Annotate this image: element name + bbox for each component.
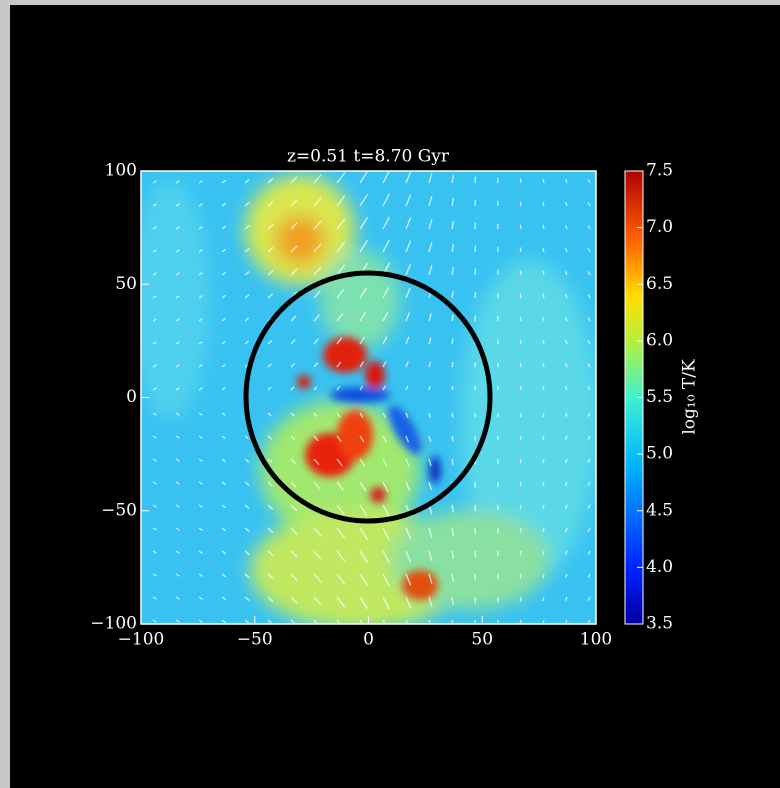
velocity-arrow bbox=[520, 294, 521, 298]
x-tick-label: 0 bbox=[363, 630, 374, 650]
velocity-arrow bbox=[520, 363, 521, 367]
colorbar-tick-label: 4.0 bbox=[646, 557, 673, 577]
velocity-arrow bbox=[520, 340, 521, 344]
velocity-arrow bbox=[520, 413, 521, 417]
colorbar-tick-label: 7.0 bbox=[646, 217, 673, 237]
velocity-arrow bbox=[520, 271, 521, 275]
velocity-arrow bbox=[520, 317, 521, 321]
colorbar-tick-label: 6.0 bbox=[646, 330, 673, 350]
velocity-arrow bbox=[452, 362, 453, 367]
y-tick-label: 0 bbox=[126, 387, 137, 407]
velocity-arrow bbox=[520, 459, 521, 463]
velocity-arrow bbox=[452, 386, 453, 390]
velocity-arrow bbox=[520, 386, 521, 390]
y-tick-label: −100 bbox=[90, 614, 137, 634]
colorbar-tick-label: 3.5 bbox=[646, 614, 673, 634]
velocity-arrow bbox=[520, 225, 521, 229]
velocity-arrow bbox=[520, 551, 521, 555]
x-tick-label: 100 bbox=[580, 630, 612, 650]
velocity-arrow bbox=[520, 574, 521, 578]
velocity-arrow bbox=[520, 436, 521, 440]
velocity-arrow bbox=[520, 202, 521, 206]
colorbar-tick-label: 5.5 bbox=[646, 387, 673, 407]
velocity-arrow bbox=[520, 597, 521, 601]
screenshot: z=0.51 t=8.70 Gyr log₁₀ T/K −100 −50 0 50 10… bbox=[0, 0, 780, 788]
y-tick-label: 100 bbox=[105, 161, 137, 181]
figure: z=0.51 t=8.70 Gyr log₁₀ T/K −100 −50 0 50 10… bbox=[0, 0, 780, 788]
x-tick-label: 50 bbox=[471, 630, 493, 650]
chart-title: z=0.51 t=8.70 Gyr bbox=[287, 147, 450, 167]
y-tick-label: 50 bbox=[115, 274, 137, 294]
velocity-arrow bbox=[520, 248, 521, 252]
y-tick-label: −50 bbox=[101, 500, 137, 520]
x-tick-label: −50 bbox=[237, 630, 273, 650]
colorbar-tick-label: 5.0 bbox=[646, 444, 673, 464]
velocity-arrow bbox=[520, 482, 521, 486]
colorbar-tick-label: 7.5 bbox=[646, 161, 673, 181]
velocity-arrow bbox=[452, 413, 453, 417]
temperature-map bbox=[130, 171, 600, 632]
velocity-arrow bbox=[520, 505, 521, 509]
colorbar-tick-label: 6.5 bbox=[646, 274, 673, 294]
velocity-arrow bbox=[520, 179, 521, 183]
velocity-arrow bbox=[520, 528, 521, 532]
colorbar-label: log₁₀ T/K bbox=[680, 359, 700, 435]
colorbar-tick-label: 4.5 bbox=[646, 500, 673, 520]
